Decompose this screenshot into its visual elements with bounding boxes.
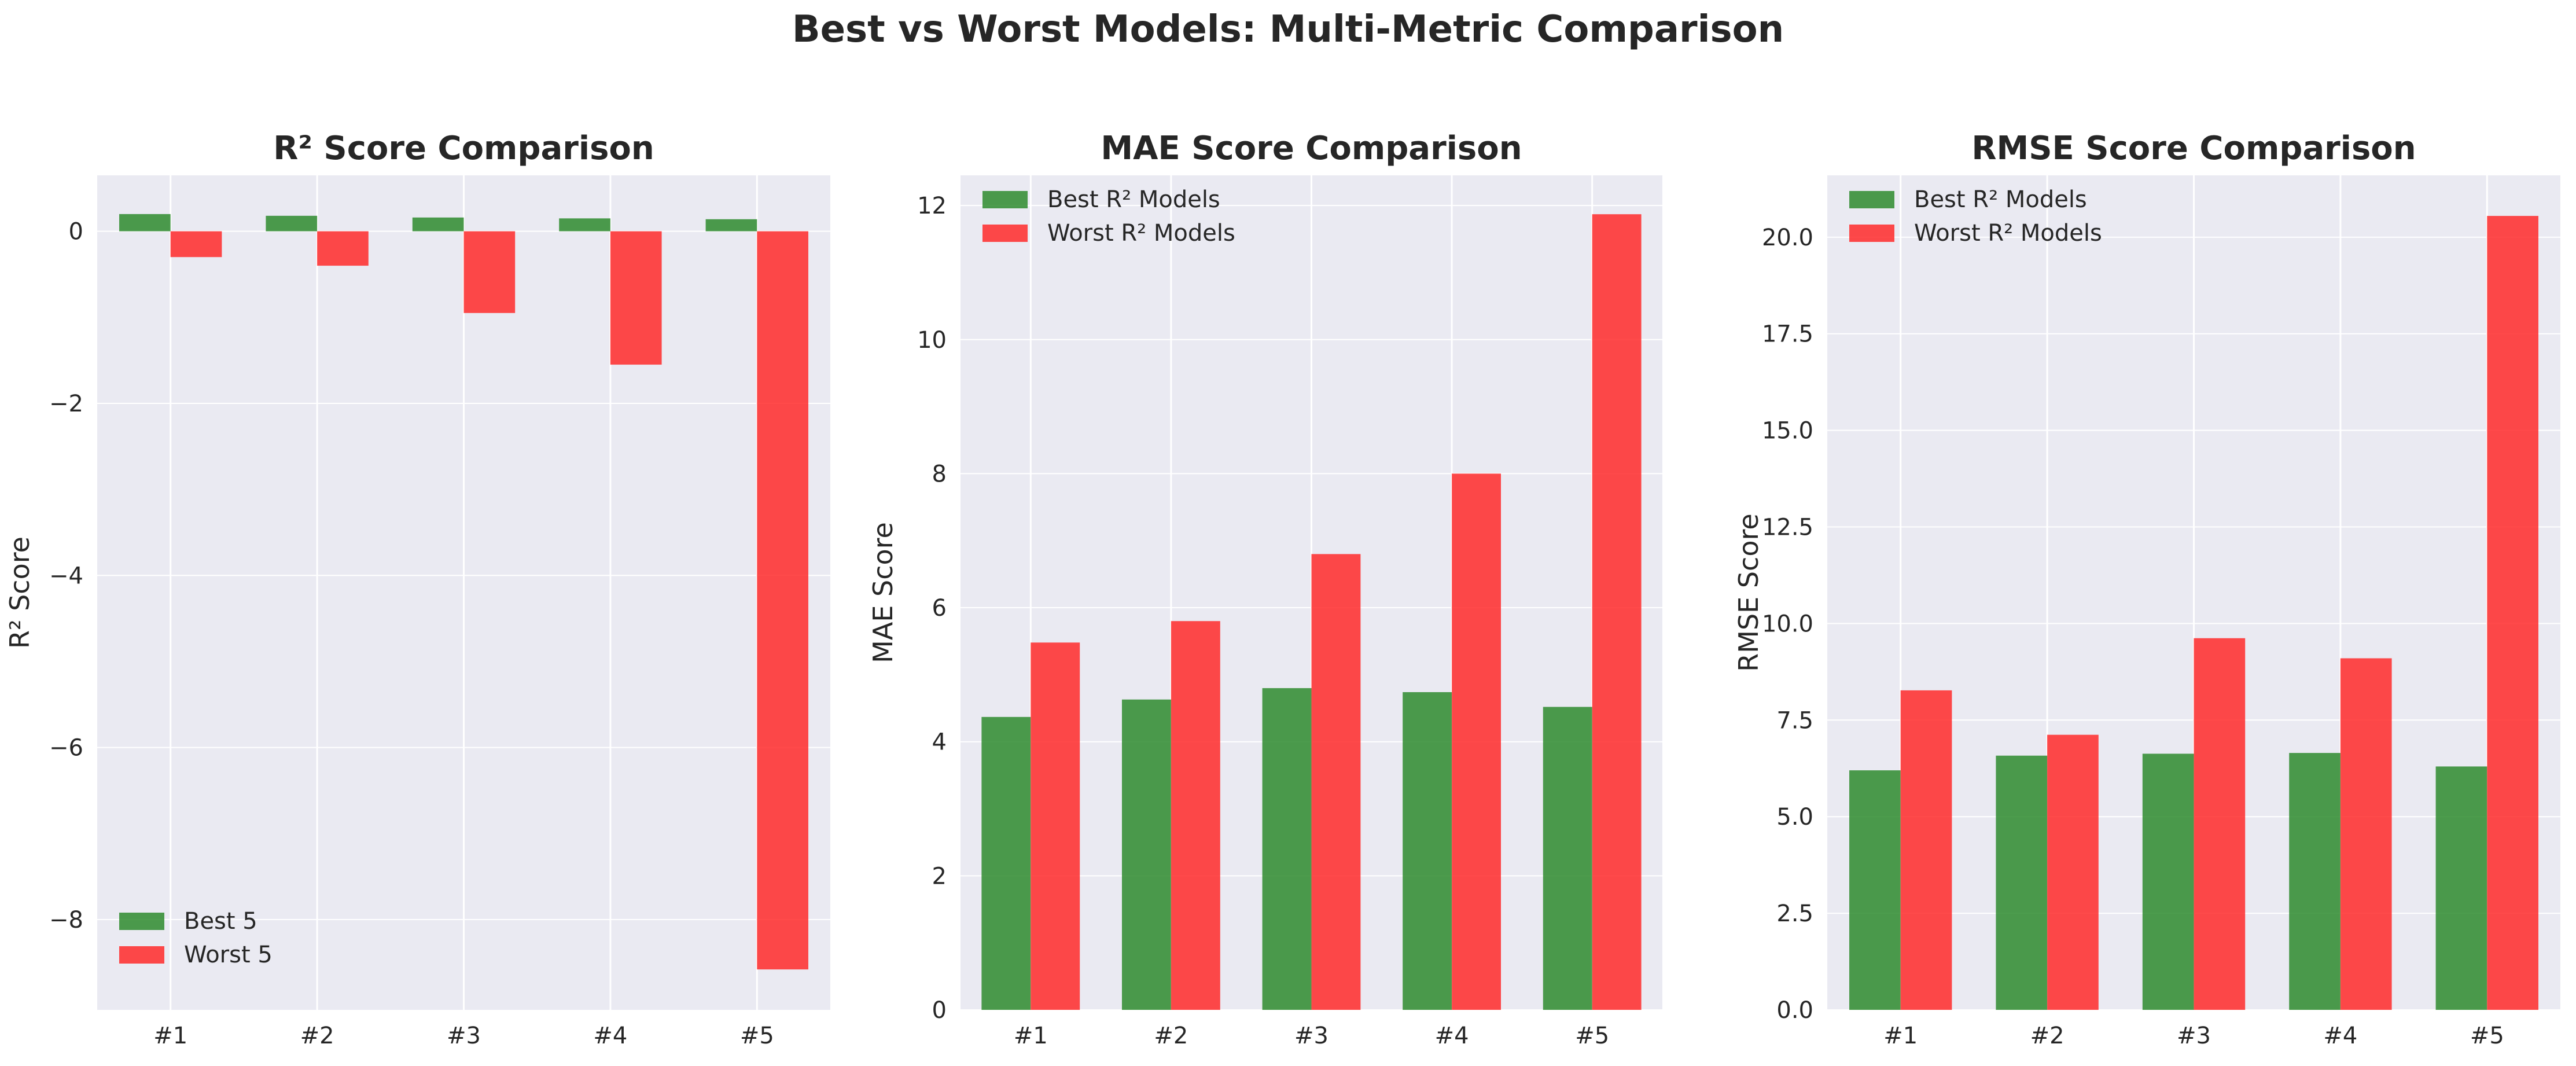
legend-swatch-worst	[119, 946, 164, 964]
y-tick-label: 8	[932, 461, 947, 487]
bar-worst-3	[463, 231, 516, 313]
chart-3: 0.0 2.5 5.0 7.5 10.0 12.5 15.0 17.5 20.0 #1 #2 #3 #4…	[1733, 130, 2560, 1049]
x-tick-label: #3	[1294, 1023, 1329, 1049]
y-tick-label: 17.5	[1762, 321, 1813, 348]
y-axis-label: MAE Score	[867, 522, 899, 663]
bar-best-5	[705, 219, 757, 231]
bar-worst-5	[1592, 214, 1642, 1010]
legend-swatch-worst	[1849, 225, 1894, 242]
bar-best-4	[2289, 753, 2341, 1010]
bar-best-5	[2435, 766, 2487, 1010]
legend: Best R² Models Worst R² Models	[982, 186, 1235, 247]
y-tick-label: 12.5	[1762, 514, 1813, 541]
legend-label-best: Best R² Models	[1914, 186, 2087, 213]
figure-suptitle: Best vs Worst Models: Multi-Metric Compa…	[792, 8, 1784, 51]
bar-worst-2	[1171, 621, 1220, 1010]
x-tick-label: #4	[1435, 1023, 1469, 1049]
y-tick-label: 6	[932, 595, 947, 622]
legend-label-worst: Worst 5	[184, 942, 273, 968]
bar-worst-4	[610, 231, 662, 365]
x-tick-label: #2	[2030, 1023, 2065, 1049]
legend-swatch-best	[119, 913, 164, 930]
bar-best-4	[559, 218, 610, 231]
bar-worst-2	[2047, 734, 2099, 1010]
y-axis-label: R² Score	[4, 536, 35, 649]
bar-worst-1	[1031, 642, 1080, 1010]
y-tick-label: 20.0	[1762, 225, 1813, 251]
legend-label-best: Best 5	[184, 908, 257, 935]
chart-title: MAE Score Comparison	[1101, 130, 1522, 167]
y-tick-label: 12	[917, 193, 947, 219]
x-tick-label: #4	[2323, 1023, 2357, 1049]
x-tick-label: #1	[1883, 1023, 1918, 1049]
y-tick-label: 10.0	[1762, 611, 1813, 637]
x-tick-label: #4	[593, 1023, 627, 1049]
legend-swatch-best	[982, 191, 1028, 208]
bar-worst-1	[170, 231, 222, 258]
bar-best-4	[1403, 692, 1452, 1010]
x-tick-label: #3	[447, 1023, 481, 1049]
bar-worst-5	[757, 231, 808, 970]
y-tick-label: 0	[69, 219, 83, 245]
y-tick-label: 5.0	[1776, 804, 1813, 830]
legend-label-worst: Worst R² Models	[1047, 220, 1235, 247]
y-tick-label: −6	[49, 735, 83, 762]
bar-best-5	[1543, 707, 1592, 1010]
y-tick-label: 0.0	[1776, 997, 1813, 1024]
y-tick-label: 0	[932, 997, 947, 1024]
bar-worst-1	[1900, 690, 1952, 1010]
bar-best-3	[2142, 753, 2194, 1010]
x-tick-label: #3	[2177, 1023, 2211, 1049]
y-tick-label: 4	[932, 729, 947, 756]
x-tick-label: #2	[300, 1023, 334, 1049]
bar-worst-3	[2194, 638, 2246, 1010]
y-tick-label: −8	[49, 907, 83, 933]
x-tick-label: #5	[1575, 1023, 1609, 1049]
bar-best-3	[412, 217, 464, 231]
legend-swatch-best	[1849, 191, 1894, 208]
x-tick-label: #1	[153, 1023, 187, 1049]
legend: Best R² Models Worst R² Models	[1849, 186, 2102, 247]
bar-worst-5	[2487, 216, 2538, 1010]
bar-worst-2	[317, 231, 369, 266]
legend: Best 5 Worst 5	[119, 908, 273, 968]
bar-best-1	[119, 214, 171, 231]
y-tick-label: 2.5	[1776, 900, 1813, 927]
x-tick-label: #1	[1014, 1023, 1048, 1049]
bar-best-1	[981, 716, 1031, 1010]
bar-best-2	[1996, 755, 2048, 1010]
bar-worst-4	[2340, 658, 2392, 1010]
bar-worst-3	[1311, 554, 1361, 1010]
y-tick-label: 7.5	[1776, 707, 1813, 734]
chart-title: R² Score Comparison	[273, 130, 654, 167]
y-tick-label: 10	[917, 327, 947, 354]
y-tick-label: −2	[49, 391, 83, 417]
bar-best-3	[1262, 688, 1312, 1010]
bar-best-2	[266, 215, 318, 231]
legend-label-worst: Worst R² Models	[1914, 220, 2102, 247]
chart-2: 0 2 4 6 8 10 12 #1 #2 #3 #4 #5 MAE Score Comparison M…	[867, 130, 1662, 1049]
bar-best-2	[1121, 699, 1171, 1010]
legend-swatch-worst	[982, 225, 1028, 242]
y-tick-label: −4	[49, 563, 83, 589]
y-axis-label: RMSE Score	[1733, 513, 1764, 671]
bar-best-1	[1849, 770, 1901, 1010]
bar-worst-4	[1452, 473, 1502, 1010]
y-tick-label: 15.0	[1762, 418, 1813, 444]
x-tick-label: #5	[2470, 1023, 2504, 1049]
chart-title: RMSE Score Comparison	[1971, 130, 2416, 167]
chart-1: 0 −2 −4 −6 −8 #1 #2 #3 #4 #5 R² Score Comparison R²…	[4, 130, 830, 1049]
x-tick-label: #2	[1154, 1023, 1188, 1049]
x-tick-label: #5	[740, 1023, 774, 1049]
y-tick-label: 2	[932, 863, 947, 889]
legend-label-best: Best R² Models	[1047, 186, 1220, 213]
charts-layer: 0 −2 −4 −6 −8 #1 #2 #3 #4 #5 R² Score Comparison R²…	[4, 130, 2560, 1049]
